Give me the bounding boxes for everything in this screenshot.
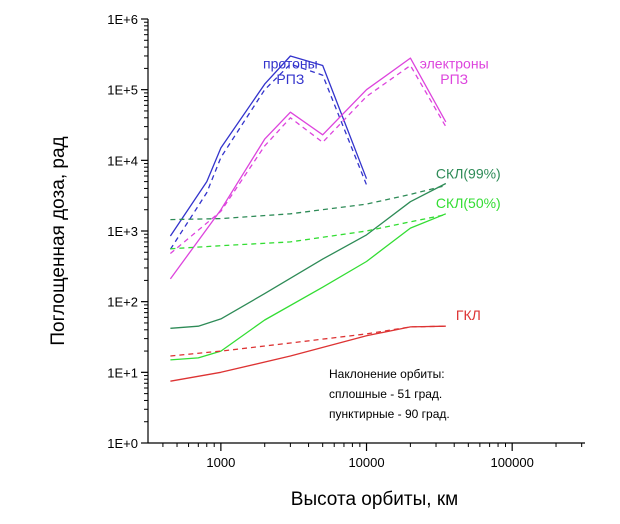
note-line-dashed: пунктирные - 90 град. <box>329 407 450 421</box>
x-axis-label: Высота орбиты, км <box>291 489 458 510</box>
x-tick-label: 10000 <box>348 455 384 470</box>
y-axis-label: Поглощенная доза, рад <box>48 136 69 345</box>
y-tick-label: 1E+0 <box>107 436 138 451</box>
y-tick-label: 1E+2 <box>107 295 138 310</box>
note-line-solid: сплошные - 51 град. <box>329 387 442 401</box>
series-label: электроны <box>420 55 489 71</box>
y-tick-label: 1E+1 <box>107 365 138 380</box>
y-tick-label: 1E+5 <box>107 83 138 98</box>
series-lines <box>169 55 447 382</box>
series-line-3 <box>169 64 447 254</box>
y-tick-label: 1E+6 <box>107 12 138 27</box>
series-labels: протоныРПЗэлектроныРПЗСКЛ(99%)СКЛ(50%)ГК… <box>263 55 501 323</box>
inclination-note: Наклонение орбиты: сплошные - 51 град. п… <box>329 367 450 421</box>
series-label: РПЗ <box>276 71 304 87</box>
axes: 1E+0 1E+1 1E+2 1E+3 1E+4 1E+5 1E+6 1000 10000 100… <box>107 12 585 470</box>
series-line-2 <box>169 57 447 280</box>
series-label: протоны <box>263 55 318 71</box>
series-line-1 <box>169 63 368 250</box>
series-label: ГКЛ <box>456 307 481 323</box>
series-line-9 <box>170 325 446 357</box>
series-line-6 <box>170 213 447 361</box>
series-label: СКЛ(50%) <box>436 195 501 211</box>
x-tick-label: 1000 <box>206 455 235 470</box>
series-line-0 <box>169 55 368 237</box>
x-tick-label: 100000 <box>490 455 533 470</box>
series-label: РПЗ <box>440 71 468 87</box>
series-label: СКЛ(99%) <box>436 166 501 182</box>
series-line-7 <box>170 214 446 250</box>
note-line-title: Наклонение орбиты: <box>329 367 445 381</box>
series-line-4 <box>170 182 447 329</box>
series-line-5 <box>170 184 446 221</box>
y-tick-label: 1E+3 <box>107 224 138 239</box>
y-tick-label: 1E+4 <box>107 153 138 168</box>
